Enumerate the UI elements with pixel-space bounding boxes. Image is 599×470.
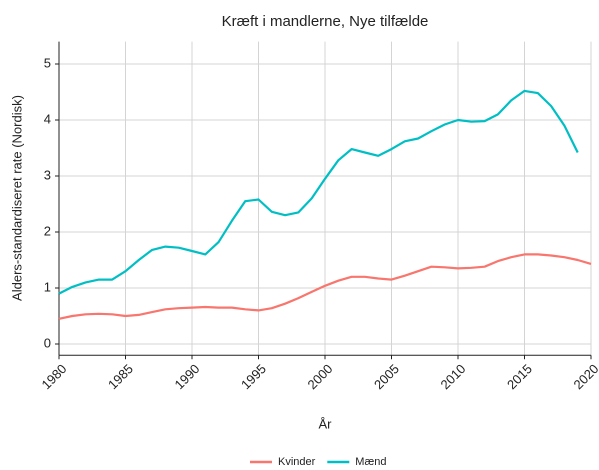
- x-axis-label: År: [319, 416, 333, 431]
- x-tick-label: 1990: [171, 361, 202, 392]
- y-tick-label: 3: [44, 167, 51, 182]
- x-tick-label: 2015: [504, 361, 535, 392]
- data-line: [58, 89, 579, 295]
- y-axis-label: Alders-standardiseret rate (Nordisk): [9, 95, 24, 301]
- x-tick-label: 2005: [371, 361, 402, 392]
- legend-label: Kvinder: [278, 456, 316, 468]
- x-tick-label: 2020: [570, 361, 599, 392]
- chart-title: Kræft i mandlerne, Nye tilfælde: [222, 13, 429, 30]
- y-tick-label: 5: [44, 55, 51, 70]
- y-tick-label: 2: [44, 223, 51, 238]
- x-tick-label: 1995: [238, 361, 269, 392]
- y-tick-label: 4: [44, 111, 51, 126]
- x-tick-label: 2010: [437, 361, 468, 392]
- x-tick-label: 1980: [38, 361, 69, 392]
- x-tick-label: 1985: [105, 361, 136, 392]
- data-line: [58, 253, 592, 320]
- y-tick-label: 0: [44, 335, 51, 350]
- y-tick-label: 1: [44, 279, 51, 294]
- x-tick-label: 2000: [304, 361, 335, 392]
- legend-label: Mænd: [355, 456, 386, 468]
